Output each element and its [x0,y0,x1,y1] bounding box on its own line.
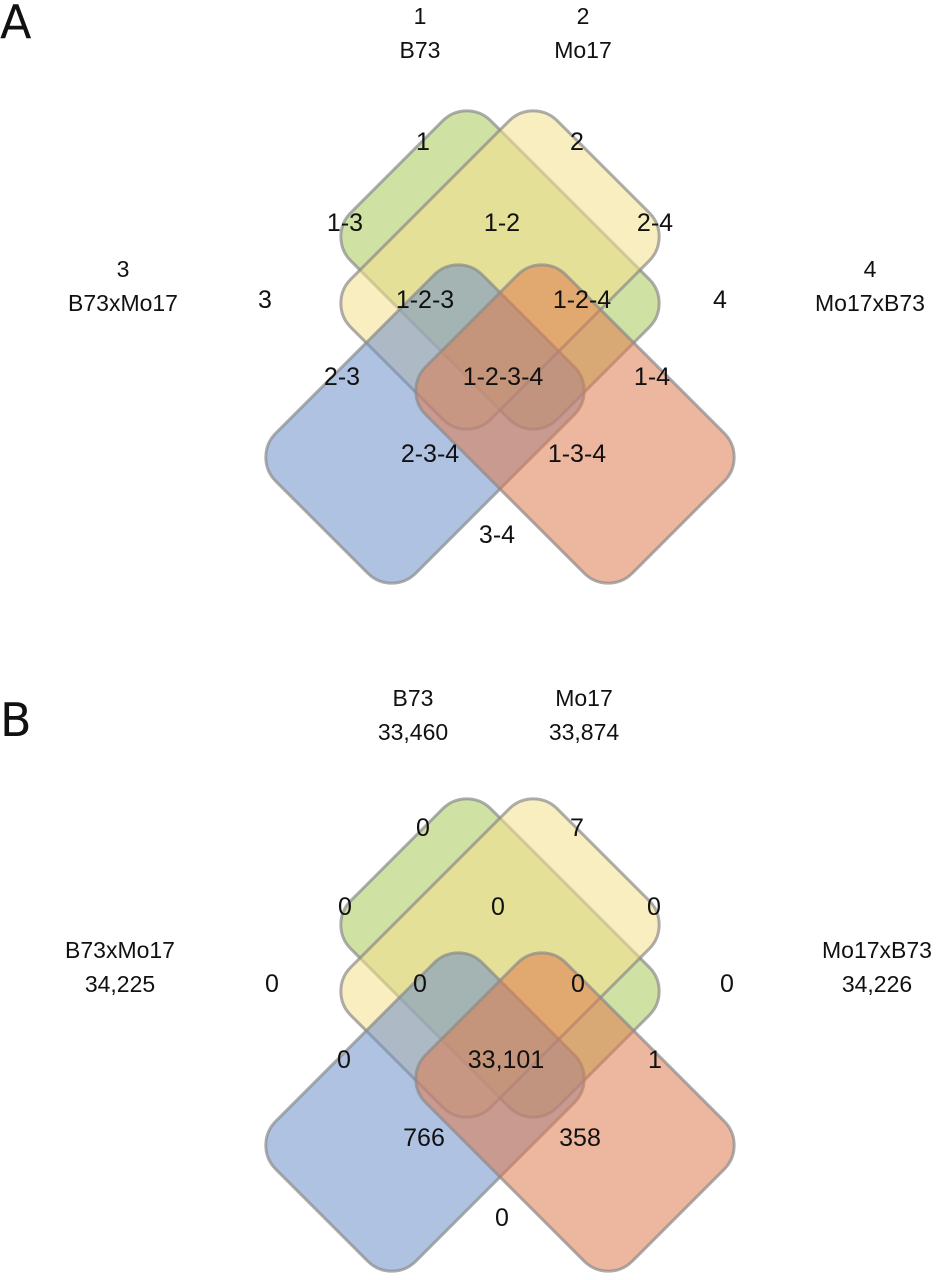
set-label-b73xmo17-line1: 3 [117,256,130,282]
panel-b: B B73 33,460 Mo17 33,874 B73xMo17 34,225… [0,685,932,1273]
region-1-2-3-4: 1-2-3-4 [463,363,544,391]
region-1-3-4-count: 358 [559,1124,601,1152]
set-label-mo17xb73-line1: 4 [864,256,877,282]
set-label-mo17-count: 33,874 [549,719,620,745]
set-label-b73-line1: 1 [414,3,427,29]
region-1-3-count: 0 [338,893,352,921]
region-2-count: 7 [570,814,584,842]
panel-b-region-labels: 0 7 0 0 0 0 0 0 0 0 33,101 1 766 358 0 [265,814,734,1232]
region-2-4-count: 0 [647,893,661,921]
region-1-4: 1-4 [634,363,670,391]
region-1-3: 1-3 [327,209,363,237]
panel-b-set-labels: B73 33,460 Mo17 33,874 B73xMo17 34,225 M… [65,685,932,997]
set-label-mo17-line1: 2 [577,3,590,29]
region-1-2-3-4-count: 33,101 [468,1046,544,1074]
panel-a: A 1 B73 2 Mo17 3 B73xMo17 4 Mo17xB73 1 2… [0,0,925,585]
region-1-2-4: 1-2-4 [553,286,611,314]
region-1-2-3: 1-2-3 [396,286,454,314]
set-label-mo17-name: Mo17 [555,685,613,711]
panel-a-set-labels: 1 B73 2 Mo17 3 B73xMo17 4 Mo17xB73 [68,3,925,316]
region-3-4-count: 0 [495,1204,509,1232]
region-2-4: 2-4 [637,209,673,237]
set-label-mo17xb73-count: 34,226 [842,971,912,997]
region-1-count: 0 [416,814,430,842]
set-label-b73xmo17-name: B73xMo17 [65,937,175,963]
region-1-2: 1-2 [484,209,520,237]
region-1-4-count: 1 [648,1046,662,1074]
panel-a-ellipses [264,109,736,585]
region-3-4: 3-4 [479,521,515,549]
set-label-b73-name: B73 [393,685,434,711]
region-1-2-4-count: 0 [571,970,585,998]
set-label-mo17xb73-name: Mo17xB73 [822,937,932,963]
region-1-2-3-count: 0 [413,970,427,998]
panel-b-ellipses [264,797,736,1273]
panel-b-letter: B [0,693,32,747]
set-label-b73-count: 33,460 [378,719,448,745]
region-1-2-count: 0 [491,893,505,921]
set-ellipse-mo17xb73 [414,951,736,1273]
region-4-count: 0 [720,970,734,998]
region-2-3: 2-3 [324,363,360,391]
region-3: 3 [258,286,272,314]
region-2: 2 [570,128,584,156]
set-label-mo17xb73-line2: Mo17xB73 [815,290,925,316]
set-label-b73-line2: B73 [400,37,441,63]
region-1: 1 [416,128,430,156]
set-label-mo17-line2: Mo17 [554,37,612,63]
region-2-3-count: 0 [337,1046,351,1074]
set-ellipse-mo17xb73 [414,263,736,585]
region-1-3-4: 1-3-4 [548,440,606,468]
panel-a-letter: A [0,0,32,49]
set-label-b73xmo17-count: 34,225 [85,971,155,997]
region-2-3-4: 2-3-4 [401,440,459,468]
region-2-3-4-count: 766 [403,1124,445,1152]
panel-a-region-labels: 1 2 1-3 1-2 2-4 3 1-2-3 1-2-4 4 2-3 1-2-… [258,128,727,549]
region-3-count: 0 [265,970,279,998]
region-4: 4 [713,286,727,314]
set-label-b73xmo17-line2: B73xMo17 [68,290,178,316]
